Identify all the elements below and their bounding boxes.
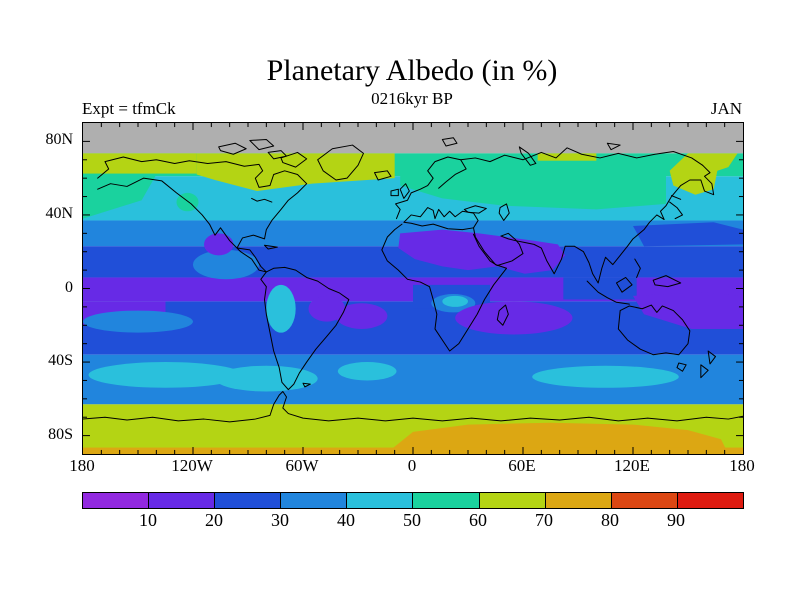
map-plot-area (82, 122, 744, 455)
coastline-north-america (98, 157, 307, 272)
colorbar-segment (544, 493, 611, 508)
coastline-iceland-uk (375, 171, 410, 199)
coastlines-overlay (83, 138, 743, 422)
colorbar-segment (478, 493, 545, 508)
contour-fill-layer (83, 123, 743, 454)
coastline-caribbean-lakes (252, 198, 311, 386)
coastline-australia (618, 305, 690, 371)
coastline-east-south-asia (501, 165, 714, 283)
y-tick-label: 80N (45, 131, 73, 149)
coastline-arctic-islands (219, 138, 621, 167)
coastline-antarctica (83, 391, 743, 421)
plot-subtitle: 0216kyr BP (371, 89, 453, 108)
x-tick-label: 180 (729, 456, 755, 475)
experiment-label: Expt = tfmCk (82, 99, 176, 118)
field-patch (196, 153, 395, 192)
coastline-arabia (474, 233, 524, 265)
axis-tick-marks (83, 123, 743, 454)
colorbar-segment (214, 493, 281, 508)
colorbar-segment (280, 493, 347, 508)
field-patch (337, 362, 397, 381)
field-patch (400, 170, 666, 210)
coastline-africa (382, 224, 507, 351)
coastline-mediterranean (404, 208, 478, 230)
colorbar-tick-label: 70 (535, 510, 553, 530)
coastline-madagascar (497, 305, 508, 325)
field-patch (193, 249, 259, 280)
field-patch (204, 233, 234, 256)
field-patch (633, 292, 743, 329)
month-label: JAN (710, 99, 742, 118)
field-band (83, 301, 743, 355)
field-patch (88, 362, 243, 388)
x-tick-label: 60E (508, 456, 536, 475)
coastline-west-europe (396, 157, 467, 219)
coastline-japan-newzealand (670, 196, 716, 378)
y-tick-label: 80S (48, 425, 73, 443)
colorbar-segment (148, 493, 215, 508)
coastline-maritime-continent (587, 259, 681, 304)
x-tick-label: 0 (407, 456, 417, 475)
colorbar-tick-label: 30 (271, 510, 289, 530)
colorbar-segment (83, 493, 149, 508)
coastline-black-caspian-sea (464, 204, 509, 221)
field-patch (532, 365, 679, 388)
field-patch (455, 301, 573, 335)
field-patch (215, 365, 318, 392)
coastline-arctic-russia (461, 148, 703, 165)
field-patch (83, 153, 197, 174)
colorbar-tick-label: 60 (469, 510, 487, 530)
plot-title: Planetary Albedo (in %) (266, 54, 558, 87)
coastline-greenland (318, 145, 364, 180)
colorbar-tick-label: 10 (139, 510, 157, 530)
colorbar-tick-label: 20 (205, 510, 223, 530)
colorbar-tick-label: 90 (667, 510, 685, 530)
field-patch (308, 295, 346, 322)
field-patch (633, 222, 743, 247)
field-patch (442, 295, 468, 307)
y-tick-label: 40N (45, 204, 73, 222)
coastline-south-america (261, 267, 349, 389)
field-patch (336, 303, 388, 329)
colorbar-segment (676, 493, 743, 508)
x-tick-label: 60W (285, 456, 319, 475)
field-patch (83, 174, 157, 219)
y-tick-label: 40S (48, 352, 73, 370)
colorbar-segment (610, 493, 677, 508)
field-patch (83, 310, 193, 333)
colorbar-segment (346, 493, 413, 508)
field-patch (563, 277, 637, 300)
field-patch (398, 229, 566, 274)
field-patch (266, 284, 296, 333)
albedo-contour-map (83, 123, 743, 454)
y-tick-label: 0 (65, 278, 73, 296)
x-tick-label: 180 (69, 456, 95, 475)
colorbar-tick-label: 50 (403, 510, 421, 530)
colorbar (82, 492, 744, 509)
colorbar-tick-label: 80 (601, 510, 619, 530)
field-patch (537, 153, 597, 161)
colorbar-segment (412, 493, 479, 508)
field-patch (385, 422, 729, 454)
x-tick-label: 120W (171, 456, 213, 475)
x-tick-label: 120E (614, 456, 650, 475)
field-patch (669, 153, 738, 195)
colorbar-tick-label: 40 (337, 510, 355, 530)
